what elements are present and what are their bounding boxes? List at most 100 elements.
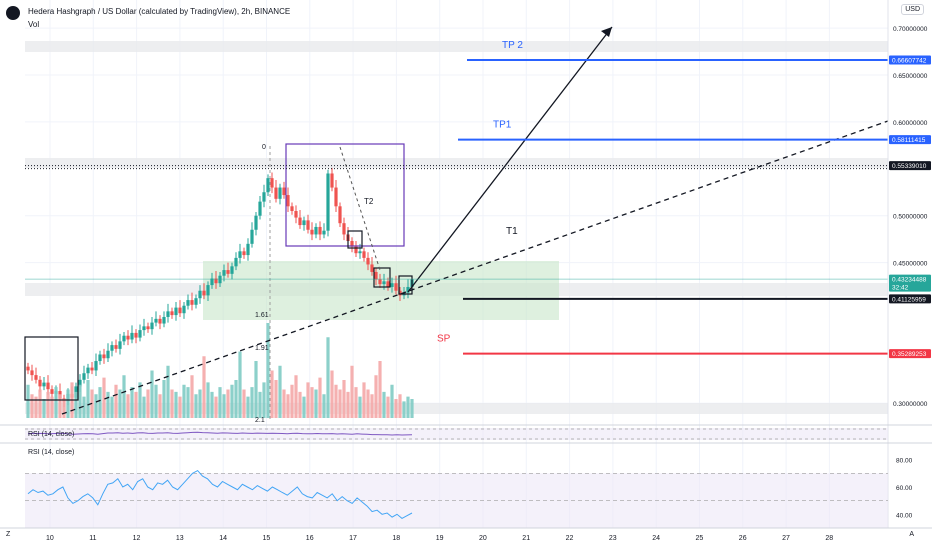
rsi-mini-line	[27, 431, 413, 436]
volume-bar	[78, 384, 82, 418]
candle-body	[86, 367, 90, 374]
candle-body	[326, 173, 330, 231]
volume-bar	[222, 394, 226, 418]
symbol-logo-icon	[6, 6, 20, 20]
volume-bar	[370, 394, 374, 418]
volume-bar	[46, 391, 50, 418]
volume-bar	[126, 394, 130, 418]
time-tick-label: 12	[133, 535, 141, 542]
volume-bar	[342, 380, 346, 418]
gray-band	[25, 158, 888, 168]
candle-body	[82, 373, 86, 380]
fib-label: 1.61	[255, 312, 269, 319]
gray-band	[25, 403, 888, 414]
volume-bar	[322, 394, 326, 418]
countdown-label: 32:42	[892, 285, 909, 292]
time-tick-label: 10	[46, 535, 54, 542]
candle-body	[214, 278, 218, 284]
volume-bar	[326, 337, 330, 418]
annotation-t1: T1	[506, 226, 518, 237]
volume-bar	[318, 377, 322, 418]
volume-bar	[306, 382, 310, 418]
volume-bar	[74, 391, 78, 418]
candle-body	[42, 382, 46, 387]
candle-body	[334, 187, 338, 207]
volume-bar	[34, 396, 38, 418]
volume-bar	[226, 389, 230, 418]
volume-bar	[178, 396, 182, 418]
candle-body	[274, 187, 278, 199]
candle-body	[354, 246, 358, 254]
volume-bar	[50, 396, 54, 418]
timezone-button[interactable]: Z	[6, 531, 11, 538]
candle-body	[370, 264, 374, 272]
volume-bar	[410, 399, 414, 418]
candle-body	[310, 229, 314, 235]
price-label-text: 0.55339010	[892, 163, 927, 170]
volume-bar	[366, 389, 370, 418]
price-label-text: 0.58111415	[892, 137, 926, 144]
auto-scale-button[interactable]: A	[909, 531, 914, 538]
candle-body	[226, 270, 230, 274]
currency-unit[interactable]: USD	[901, 4, 924, 15]
candle-body	[282, 187, 286, 196]
volume-bar	[186, 387, 190, 418]
candle-body	[178, 307, 182, 314]
candle-body	[114, 345, 118, 349]
candle-body	[170, 311, 174, 316]
candle-body	[222, 270, 226, 276]
candle-body	[378, 279, 382, 285]
candle-body	[182, 305, 186, 314]
volume-bar	[118, 389, 122, 418]
candle-body	[118, 341, 122, 349]
candle-body	[290, 206, 294, 211]
volume-bar	[218, 387, 222, 418]
price-tick-label: 0.50000000	[893, 214, 928, 221]
candle-body	[266, 178, 270, 193]
candle-body	[382, 281, 386, 285]
candle-body	[306, 220, 310, 230]
volume-bar	[374, 375, 378, 418]
candle-body	[94, 361, 98, 371]
volume-bar	[134, 391, 138, 418]
candle-body	[142, 326, 146, 331]
volume-bar	[254, 361, 258, 418]
rsi-pane-label[interactable]: RSI (14, close)	[28, 449, 75, 456]
candle-body	[238, 251, 242, 258]
volume-bar	[330, 370, 334, 418]
candle-body	[30, 370, 34, 376]
volume-bar	[66, 389, 70, 418]
volume-bar	[58, 394, 62, 418]
chart-title: Hedera Hashgraph / US Dollar (calculated…	[28, 7, 291, 16]
candle-body	[34, 375, 38, 380]
price-label-text: 0.35289253	[892, 351, 927, 358]
volume-bar	[198, 389, 202, 418]
rsi-top-pane-label[interactable]: RSI (14, close)	[28, 431, 75, 438]
volume-bar	[274, 380, 278, 418]
marker-box	[373, 267, 391, 288]
time-tick-label: 16	[306, 535, 314, 542]
volume-bar	[346, 391, 350, 418]
range-box	[24, 336, 79, 401]
volume-bar	[390, 384, 394, 418]
candle-body	[190, 300, 194, 305]
volume-bar	[282, 389, 286, 418]
candle-body	[254, 215, 258, 230]
candle-body	[78, 379, 82, 387]
volume-bar	[234, 380, 238, 418]
time-tick-label: 23	[609, 535, 617, 542]
t1-trendline	[61, 120, 889, 415]
volume-indicator-label[interactable]: Vol	[28, 20, 40, 29]
price-tick-label: 0.45000000	[893, 261, 928, 268]
volume-bar	[314, 389, 318, 418]
candle-body	[242, 251, 246, 256]
candle-body	[230, 266, 234, 274]
rsi-line	[27, 469, 413, 519]
time-tick-label: 15	[263, 535, 271, 542]
price-label-badge	[889, 294, 931, 304]
candle-body	[202, 290, 206, 296]
candle-body	[98, 354, 102, 362]
candle-body	[350, 241, 354, 247]
candle-body	[302, 220, 306, 226]
